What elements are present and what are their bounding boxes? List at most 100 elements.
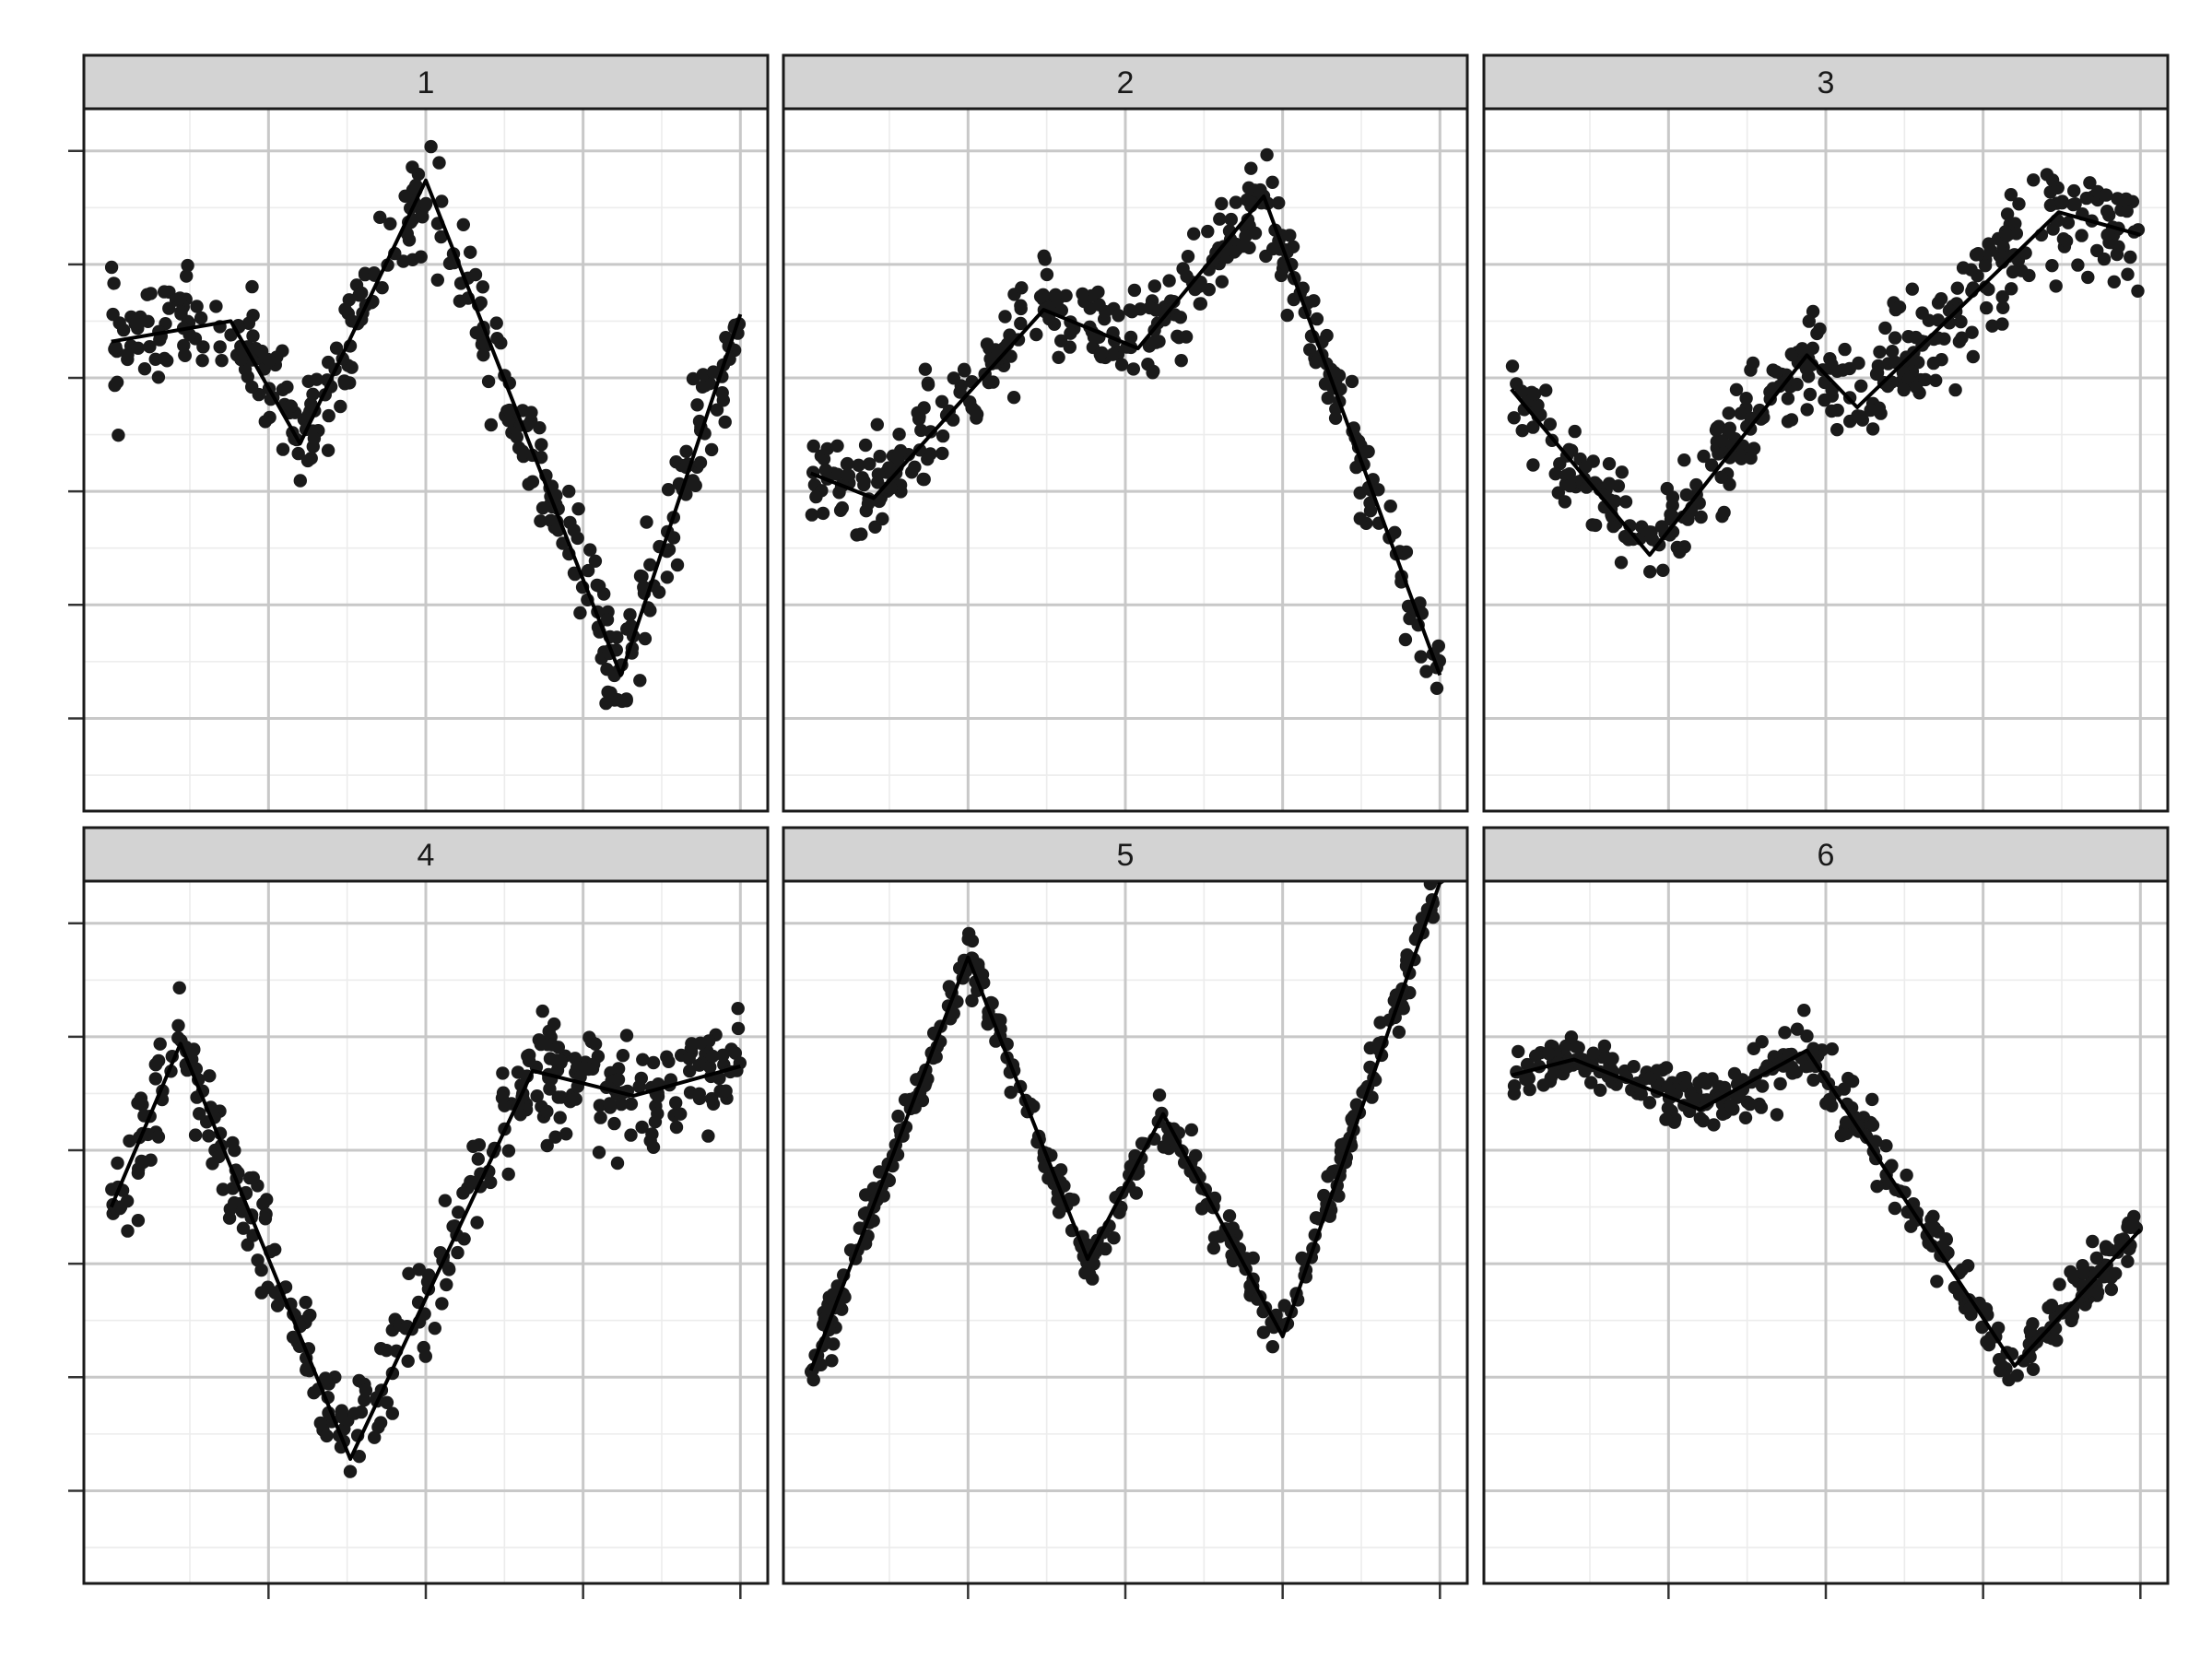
- data-point: [107, 276, 121, 290]
- data-point: [965, 994, 979, 1008]
- data-point: [1052, 350, 1065, 364]
- data-point: [456, 1186, 470, 1200]
- data-point: [236, 1221, 251, 1235]
- data-point: [1948, 382, 1962, 397]
- data-point: [551, 1090, 565, 1104]
- data-point: [246, 309, 260, 323]
- data-point: [440, 1277, 453, 1292]
- grid-lines: [783, 881, 1467, 1583]
- data-point: [660, 571, 675, 584]
- data-point: [131, 1096, 145, 1111]
- data-point: [430, 273, 444, 287]
- data-point: [624, 1097, 639, 1112]
- facet-strip: [82, 53, 770, 111]
- data-point: [674, 1107, 688, 1121]
- data-point: [310, 372, 324, 386]
- data-point: [615, 694, 629, 709]
- data-point: [1256, 1325, 1271, 1339]
- data-point: [1985, 319, 1999, 333]
- data-point: [1854, 379, 1868, 393]
- data-point: [719, 1084, 733, 1098]
- trend-line: [809, 194, 1442, 677]
- facet-panel-2: 2: [782, 53, 1469, 813]
- data-point: [1092, 298, 1106, 312]
- data-point: [1265, 175, 1279, 189]
- facet-panel-5: 5: [782, 826, 1469, 1599]
- data-point: [216, 1182, 230, 1196]
- data-point: [535, 438, 548, 452]
- data-point: [1697, 449, 1711, 464]
- data-point: [1419, 665, 1433, 678]
- data-point: [876, 512, 889, 526]
- data-point: [276, 442, 290, 456]
- data-point: [921, 376, 935, 390]
- data-point: [148, 1057, 163, 1072]
- data-point: [1272, 196, 1286, 210]
- data-point: [1033, 289, 1048, 303]
- data-point: [501, 1167, 515, 1182]
- data-point: [1507, 411, 1521, 425]
- data-point: [958, 364, 971, 378]
- data-point: [128, 317, 142, 331]
- data-point: [116, 323, 131, 337]
- data-point: [477, 348, 490, 362]
- data-point: [418, 1349, 432, 1363]
- data-point: [1004, 1086, 1018, 1100]
- data-point: [299, 1295, 312, 1310]
- data-point: [1950, 281, 1964, 295]
- data-point: [970, 407, 984, 421]
- data-point: [2045, 173, 2060, 187]
- data-point: [131, 1214, 146, 1228]
- data-point: [515, 444, 530, 458]
- data-point: [188, 1128, 203, 1142]
- data-point: [2077, 1265, 2090, 1280]
- data-point: [2110, 247, 2124, 262]
- data-point: [226, 1182, 240, 1195]
- data-point: [502, 403, 516, 418]
- facet-panel-4: 4: [68, 826, 770, 1599]
- data-point: [1947, 1280, 1962, 1295]
- data-point: [551, 1041, 565, 1054]
- data-point: [1870, 1180, 1884, 1194]
- data-point: [2083, 176, 2097, 190]
- data-point: [1173, 311, 1188, 324]
- data-point: [1738, 1111, 1753, 1125]
- data-point: [871, 476, 885, 489]
- data-point: [534, 514, 547, 528]
- data-point: [1904, 1219, 1918, 1233]
- data-point: [2065, 1309, 2079, 1324]
- data-point: [1952, 335, 1967, 348]
- data-point: [2064, 1265, 2077, 1279]
- data-point: [840, 457, 854, 471]
- facet-strip: [82, 826, 770, 883]
- data-point: [113, 1200, 128, 1214]
- data-point: [174, 305, 188, 319]
- data-point: [634, 1071, 648, 1086]
- data-point: [1226, 1221, 1241, 1235]
- data-point: [547, 1017, 561, 1031]
- data-point: [245, 279, 259, 294]
- data-point: [525, 475, 540, 488]
- data-point: [434, 229, 448, 244]
- data-point: [863, 457, 877, 471]
- data-point: [873, 449, 887, 464]
- data-point: [190, 300, 204, 313]
- data-point: [1892, 300, 1907, 314]
- data-point: [530, 1089, 544, 1103]
- data-point: [1280, 308, 1294, 323]
- trend-line: [1511, 1048, 2142, 1368]
- data-point: [435, 1297, 449, 1311]
- data-point: [202, 1129, 216, 1143]
- data-point: [1215, 196, 1229, 211]
- data-point: [1563, 478, 1577, 493]
- data-point: [1107, 1231, 1121, 1245]
- data-point: [466, 1139, 480, 1154]
- data-point: [2089, 1251, 2104, 1265]
- data-point: [260, 1193, 274, 1206]
- data-point: [1819, 1097, 1833, 1111]
- data-point: [1213, 212, 1227, 226]
- data-point: [2067, 183, 2081, 198]
- data-point: [635, 570, 649, 583]
- data-point: [559, 1127, 573, 1141]
- data-point: [2059, 234, 2074, 248]
